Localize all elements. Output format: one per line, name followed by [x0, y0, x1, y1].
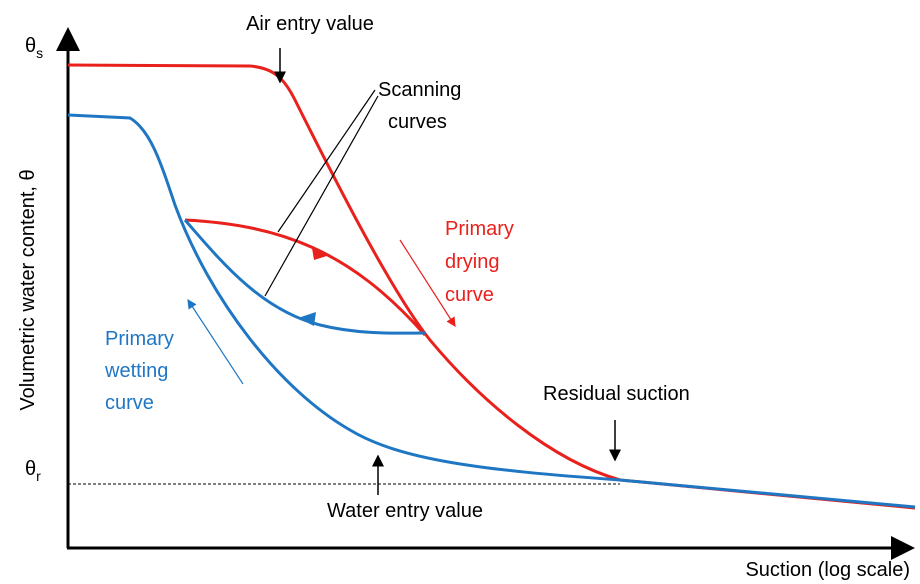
x-axis-label: Suction (log scale) — [745, 559, 910, 581]
scanning-drying — [184, 218, 427, 336]
symbol: θ — [25, 458, 36, 480]
symbol: θ — [25, 35, 36, 57]
theta-r: θr — [25, 458, 41, 484]
scanning-label: curves — [388, 111, 447, 133]
wetting-label: Primary — [105, 328, 174, 350]
drying-label: curve — [445, 284, 494, 306]
residual-label: Residual suction — [543, 383, 690, 405]
theta-s: θs — [25, 35, 43, 61]
y-axis-label: Volumetric water content, θ — [17, 169, 39, 410]
pointer — [399, 239, 456, 328]
drying-curve — [67, 63, 916, 510]
subscript: r — [36, 468, 41, 484]
scanning-label: Scanning — [378, 79, 461, 101]
arrowhead — [298, 312, 316, 326]
drying-label: Primary — [445, 218, 514, 240]
wetting-curve — [67, 113, 916, 509]
wetting-label: wetting — [104, 360, 168, 382]
wetting-label: curve — [105, 392, 154, 414]
subscript: s — [36, 45, 43, 61]
arrowhead — [312, 248, 330, 260]
water-entry-label: Water entry value — [327, 500, 483, 522]
pointer — [277, 89, 376, 233]
drying-label: drying — [445, 251, 499, 273]
air-entry-label: Air entry value — [246, 13, 374, 35]
pointer — [264, 95, 379, 297]
pointer — [187, 298, 244, 385]
